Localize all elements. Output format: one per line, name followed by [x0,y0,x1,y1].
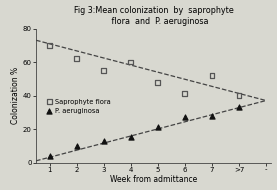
Title: Fig 3:Mean colonization  by  saprophyte
     flora  and  P. aeruginosa: Fig 3:Mean colonization by saprophyte fl… [74,6,234,26]
P. aeruginosa [75,144,79,147]
X-axis label: Week from admittance: Week from admittance [110,175,198,184]
Saprophyte flora [47,44,52,47]
P. aeruginosa [183,116,187,119]
P. aeruginosa [156,126,160,129]
Saprophyte flora [129,60,133,63]
P. aeruginosa [237,106,241,109]
Saprophyte flora [156,81,160,84]
Legend: Saprophyte flora, P. aeruginosa: Saprophyte flora, P. aeruginosa [44,97,113,116]
P. aeruginosa [129,136,133,139]
Y-axis label: Colonization %: Colonization % [11,67,20,124]
Saprophyte flora [101,69,106,72]
Saprophyte flora [183,92,187,95]
P. aeruginosa [101,139,106,142]
Saprophyte flora [237,94,241,97]
P. aeruginosa [210,114,214,117]
P. aeruginosa [47,154,52,157]
Saprophyte flora [75,57,79,60]
Saprophyte flora [210,74,214,77]
